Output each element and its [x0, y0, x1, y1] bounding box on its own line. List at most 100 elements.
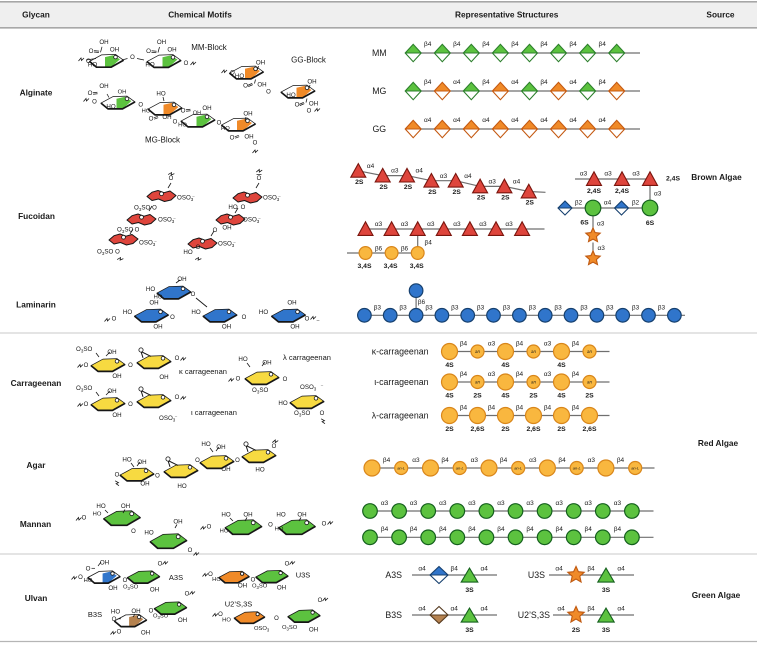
svg-text:2S: 2S: [477, 195, 486, 202]
svg-text:α3: α3: [488, 371, 496, 378]
svg-text:HO: HO: [177, 483, 186, 490]
svg-text:α3: α3: [440, 173, 448, 180]
svg-text:β4: β4: [585, 526, 593, 533]
svg-text:U2’S,3S: U2’S,3S: [225, 600, 253, 609]
svg-text:O: O: [117, 630, 122, 636]
svg-text:2S: 2S: [529, 393, 538, 400]
svg-text:O: O: [149, 116, 154, 123]
svg-text:HO: HO: [221, 126, 230, 132]
svg-text:OH: OH: [108, 585, 117, 592]
svg-text:OH: OH: [167, 47, 176, 54]
svg-text:an-L: an-L: [514, 466, 522, 471]
svg-text:OH: OH: [121, 503, 130, 510]
svg-text:HO: HO: [106, 104, 115, 111]
svg-text:ι-carrageenan: ι-carrageenan: [374, 377, 428, 387]
svg-text:OH: OH: [309, 627, 318, 634]
svg-text:O: O: [92, 100, 97, 106]
svg-text:OH: OH: [290, 324, 299, 331]
svg-text:A3S: A3S: [385, 570, 402, 580]
svg-text:OH: OH: [173, 519, 182, 526]
svg-text:2S: 2S: [526, 200, 535, 207]
svg-text:O: O: [112, 616, 117, 623]
svg-text:Brown Algae: Brown Algae: [691, 172, 742, 182]
svg-text:Laminarin: Laminarin: [16, 300, 56, 310]
svg-text:OH: OH: [150, 587, 159, 594]
svg-text:O: O: [175, 356, 180, 362]
svg-text:2S: 2S: [428, 189, 437, 196]
svg-text:OH: OH: [222, 324, 231, 331]
svg-text:2,4S: 2,4S: [666, 176, 680, 183]
svg-text:β3: β3: [425, 304, 433, 311]
svg-text:β4: β4: [526, 526, 534, 533]
svg-text:α4: α4: [451, 606, 459, 613]
svg-text:α3: α3: [381, 500, 389, 507]
svg-text:OH: OH: [243, 512, 252, 519]
svg-text:OH: OH: [244, 134, 253, 141]
svg-text:HO: HO: [183, 249, 192, 256]
svg-text:β4: β4: [460, 371, 468, 378]
svg-text:O3SO: O3SO: [252, 387, 268, 394]
svg-text:β6: β6: [418, 299, 426, 306]
svg-text:2,6S: 2,6S: [527, 426, 541, 433]
svg-text:α3: α3: [497, 500, 505, 507]
svg-text:O: O: [115, 250, 120, 256]
svg-text:O: O: [266, 90, 271, 96]
svg-text:2S: 2S: [453, 189, 462, 196]
svg-text:HO: HO: [144, 530, 153, 537]
svg-text:O: O: [169, 176, 174, 182]
svg-text:β4: β4: [614, 526, 622, 533]
svg-text:α4: α4: [511, 117, 519, 124]
svg-text:3S: 3S: [465, 587, 474, 594]
svg-text:Agar: Agar: [27, 460, 47, 470]
svg-text:OH: OH: [159, 374, 168, 381]
svg-text:OH: OH: [262, 360, 271, 367]
svg-text:HO: HO: [88, 61, 97, 68]
svg-text:O: O: [318, 598, 323, 604]
svg-text:β3: β3: [554, 304, 562, 311]
svg-text:O: O: [196, 245, 201, 251]
svg-text:β6: β6: [375, 246, 383, 253]
svg-text:–: –: [258, 215, 261, 220]
svg-text:β4: β4: [488, 404, 496, 411]
svg-text:OSO3: OSO3: [243, 217, 260, 224]
svg-text:α4: α4: [424, 117, 432, 124]
svg-text:OH: OH: [162, 114, 171, 121]
svg-text:β4: β4: [500, 457, 508, 464]
svg-text:α4: α4: [511, 79, 519, 86]
svg-text:α3: α3: [588, 457, 596, 464]
svg-text:O: O: [242, 315, 247, 321]
svg-text:α4: α4: [617, 566, 625, 573]
svg-text:O: O: [149, 609, 154, 615]
svg-text:HO: HO: [84, 578, 93, 584]
svg-text:O: O: [173, 120, 178, 126]
svg-text:α3: α3: [580, 170, 588, 177]
svg-text:2S: 2S: [355, 179, 364, 186]
svg-text:O: O: [138, 103, 143, 109]
svg-text:O: O: [112, 317, 117, 323]
svg-text:α3: α3: [632, 170, 640, 177]
svg-text:O: O: [208, 572, 213, 578]
svg-text:2,4S: 2,4S: [587, 188, 601, 195]
svg-text:β6: β6: [401, 246, 409, 253]
svg-text:β4: β4: [587, 566, 595, 573]
svg-text:OH: OH: [243, 111, 252, 118]
svg-text:κ-carrageenan: κ-carrageenan: [372, 346, 429, 356]
svg-text:O3SO: O3SO: [252, 584, 268, 590]
svg-text:OH: OH: [110, 46, 119, 53]
svg-text:2S: 2S: [404, 184, 413, 191]
svg-text:2S: 2S: [585, 393, 594, 400]
svg-text:β3: β3: [399, 304, 407, 311]
svg-text:O: O: [230, 135, 235, 142]
svg-text:3S: 3S: [602, 627, 611, 634]
svg-text:β3: β3: [632, 304, 640, 311]
svg-text:β4: β4: [569, 41, 577, 48]
svg-text:β3: β3: [529, 304, 537, 311]
svg-text:α3: α3: [471, 457, 479, 464]
svg-text:α3: α3: [544, 371, 552, 378]
svg-text:OH: OH: [112, 373, 121, 380]
svg-text:α4: α4: [540, 117, 548, 124]
svg-text:4S: 4S: [501, 393, 510, 400]
svg-text:O: O: [305, 317, 310, 323]
svg-text:α3: α3: [401, 221, 409, 228]
svg-text:β4: β4: [424, 79, 432, 86]
